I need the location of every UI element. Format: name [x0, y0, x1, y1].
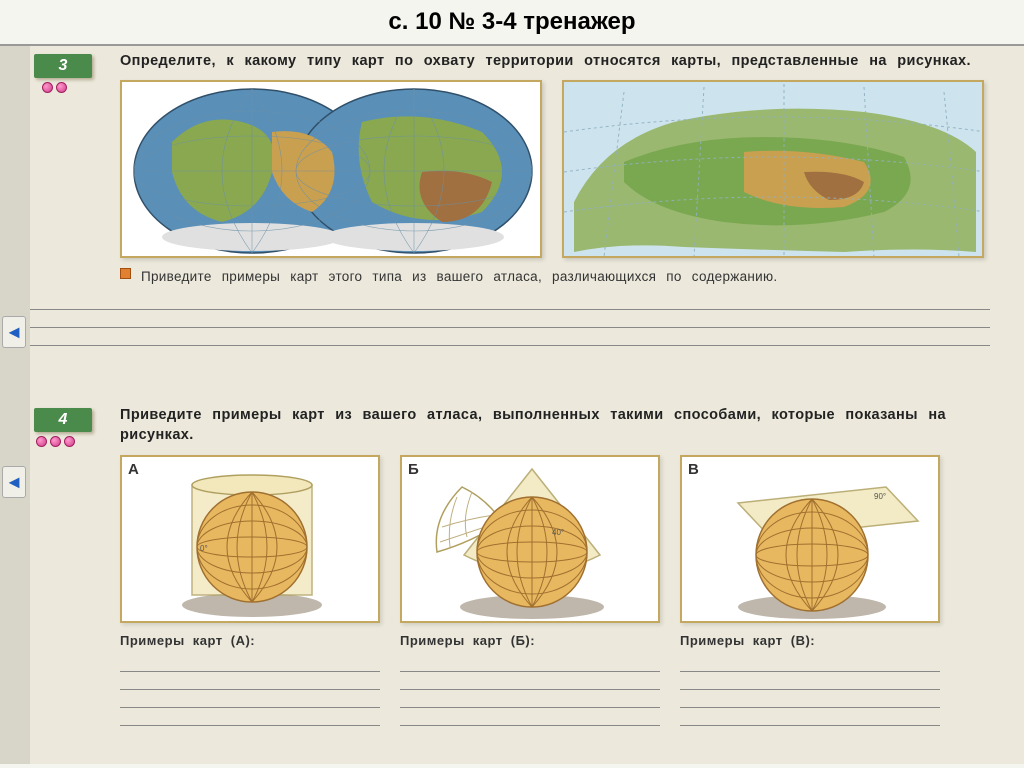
dot-icon	[56, 82, 67, 93]
svg-text:90°: 90°	[874, 492, 886, 501]
page-title: с. 10 № 3-4 тренажер	[0, 0, 1024, 44]
dot-icon	[36, 436, 47, 447]
proj-label-b: Б	[408, 461, 419, 478]
difficulty-dots-4	[36, 436, 75, 447]
ex4-prompt: Приведите примеры карт из вашего атласа,…	[120, 406, 1004, 445]
bullet-icon	[120, 268, 131, 279]
russia-map-image	[562, 80, 984, 258]
ex3-prompt: Определите, к какому типу карт по охвату…	[120, 52, 1004, 72]
proj-caption-b: Примеры карт (Б):	[400, 633, 660, 648]
exercise-number-3: 3	[34, 54, 92, 78]
proj-caption-a: Примеры карт (А):	[120, 633, 380, 648]
ex3-subprompt: Приведите примеры карт этого типа из ваш…	[141, 268, 777, 286]
difficulty-dots-3	[42, 82, 67, 93]
answer-lines-v[interactable]	[680, 654, 940, 726]
ex3-maps-row	[120, 80, 1004, 258]
textbook-page: ◄ ◄ 3 Определите, к какому типу карт по …	[0, 44, 1024, 764]
exercise-number-4: 4	[34, 408, 92, 432]
tab-marker-b: ◄	[2, 466, 26, 498]
proj-label-v: В	[688, 461, 699, 478]
world-map-image	[120, 80, 542, 258]
svg-text:0°: 0°	[200, 544, 208, 553]
proj-caption-v: Примеры карт (В):	[680, 633, 940, 648]
ex4-projections-row: А 0° Пример	[120, 455, 1004, 726]
left-margin	[0, 46, 30, 764]
dot-icon	[50, 436, 61, 447]
svg-text:40°: 40°	[552, 528, 564, 537]
tab-marker-a: ◄	[2, 316, 26, 348]
projection-box-b: Б	[400, 455, 660, 623]
proj-label-a: А	[128, 461, 139, 478]
dot-icon	[42, 82, 53, 93]
projection-box-v: В 90°	[680, 455, 940, 623]
dot-icon	[64, 436, 75, 447]
answer-lines-b[interactable]	[400, 654, 660, 726]
projection-box-a: А 0°	[120, 455, 380, 623]
ex3-answer-lines[interactable]	[30, 292, 990, 346]
answer-lines-a[interactable]	[120, 654, 380, 726]
